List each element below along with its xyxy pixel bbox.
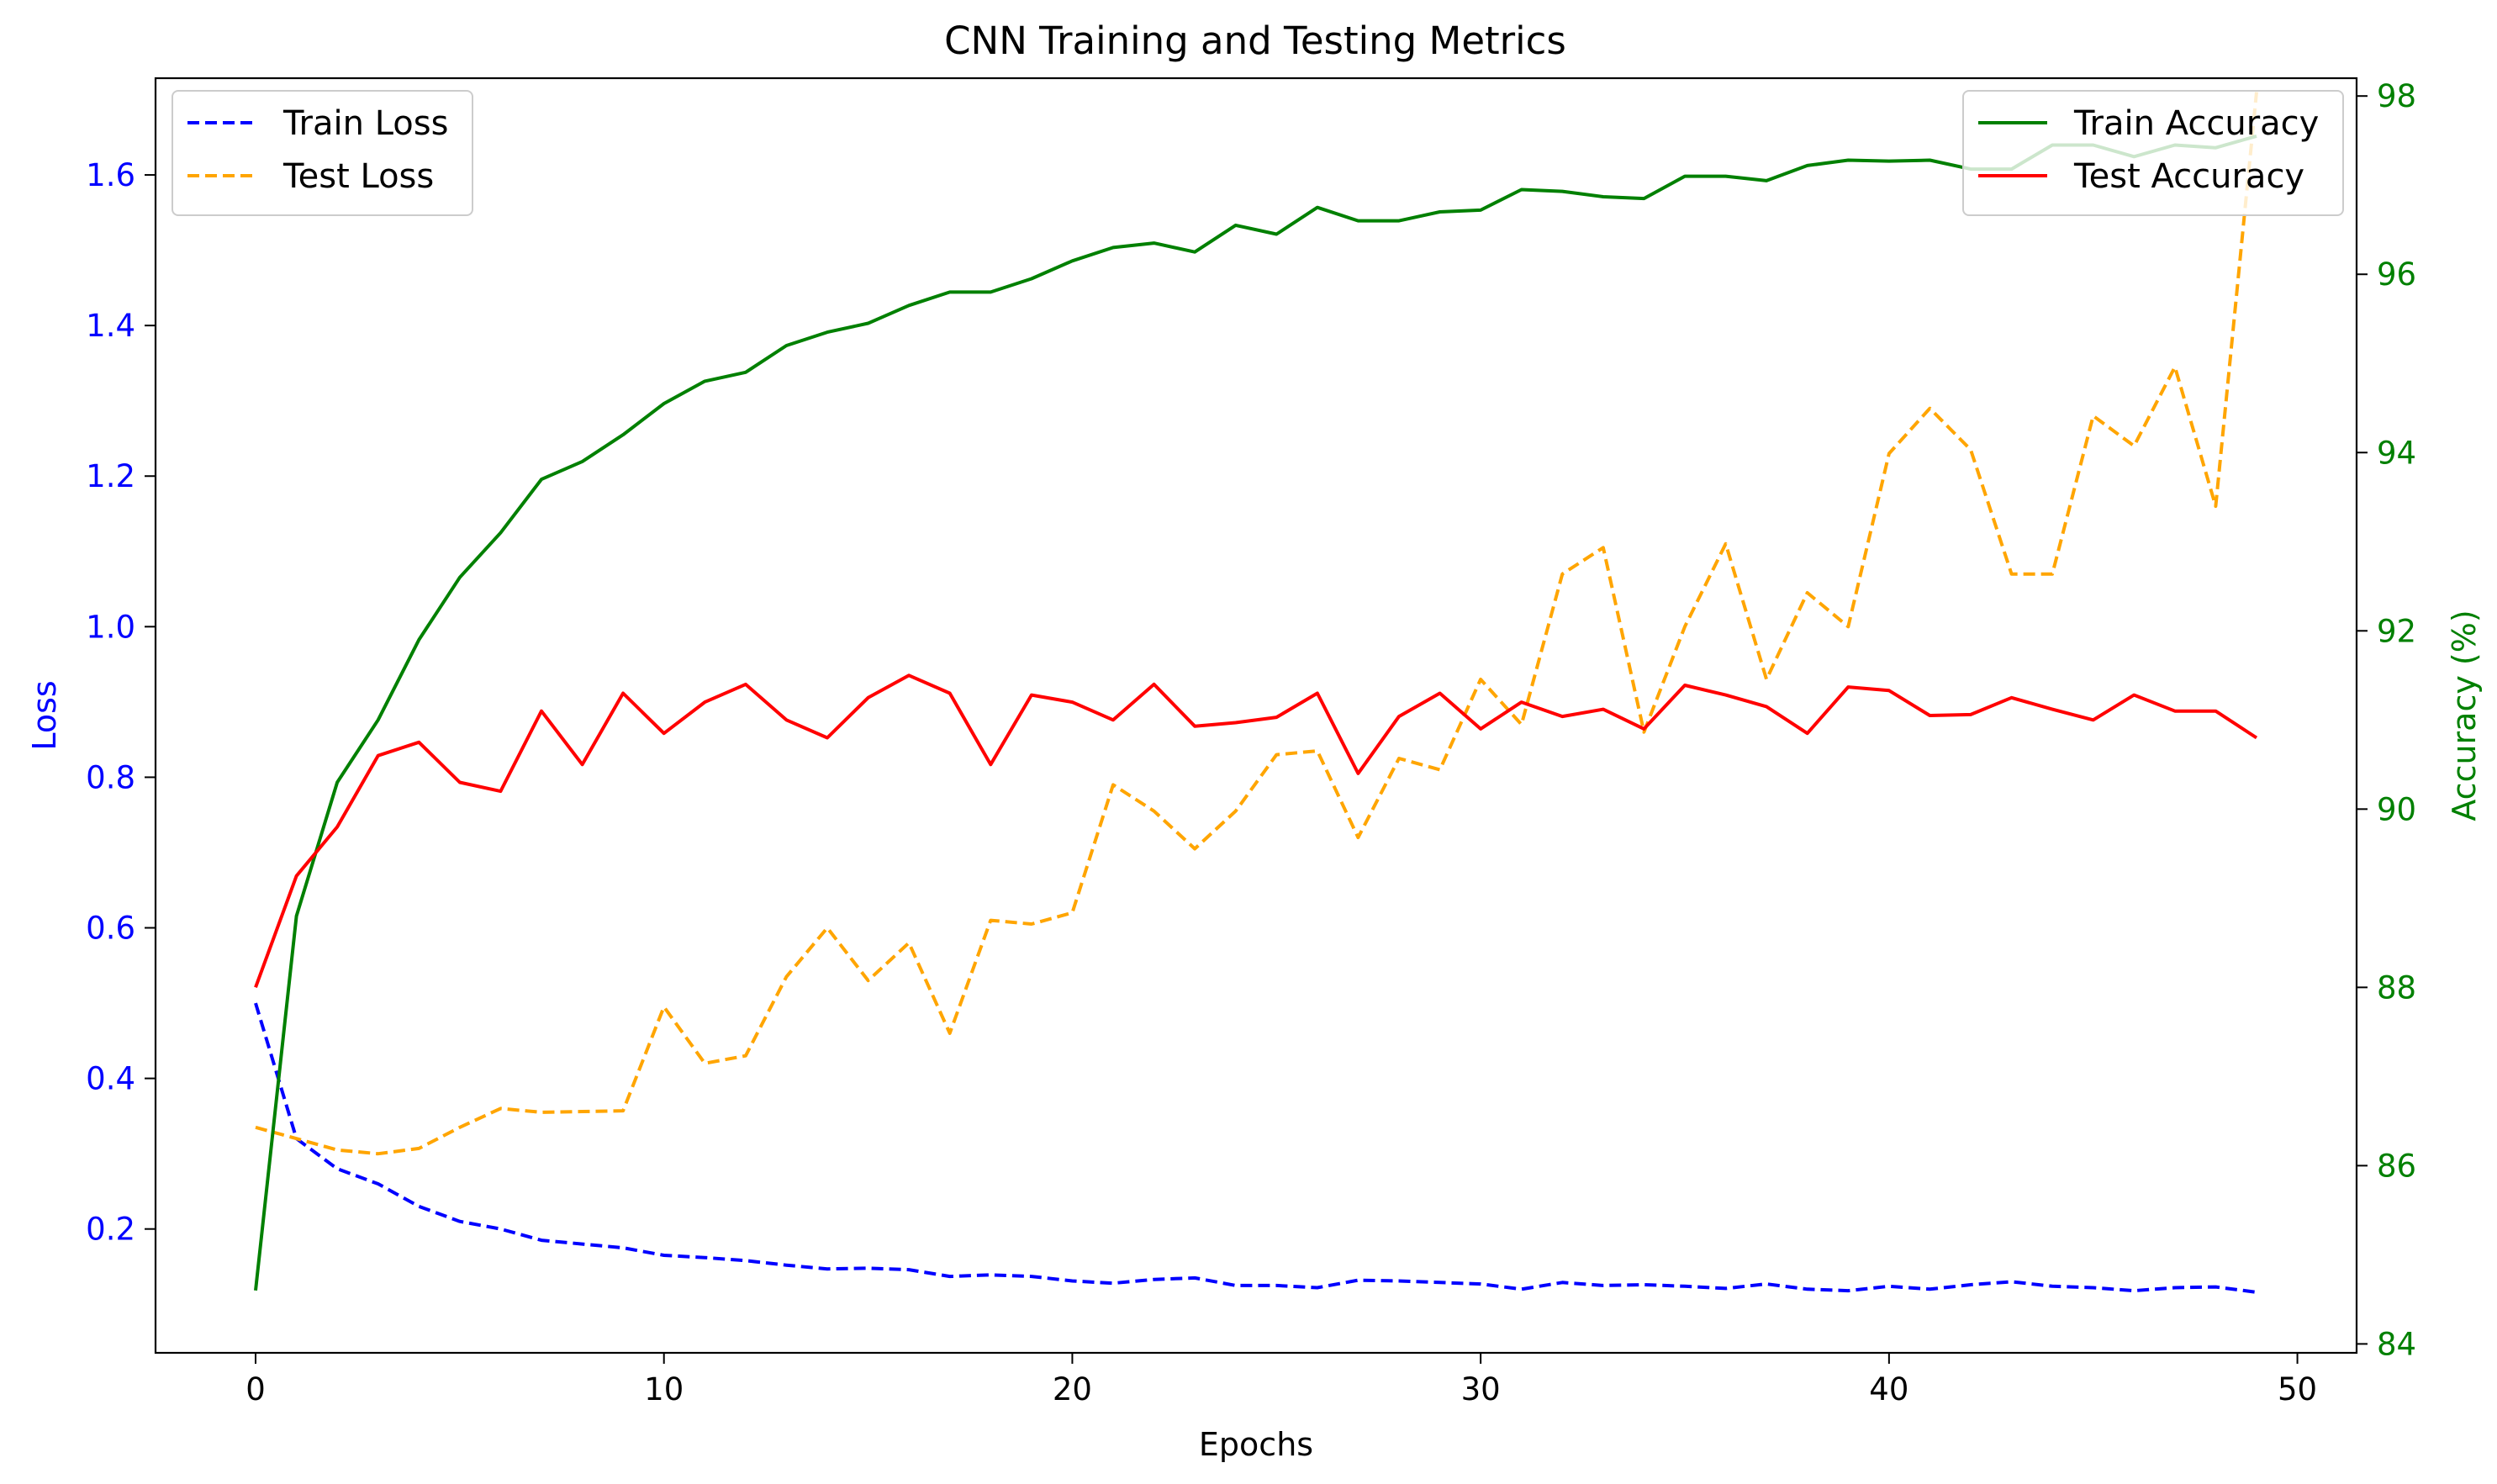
series-line-test-accuracy [254, 673, 2258, 988]
y-axis-right: 84 86 88 90 92 94 96 98 [2357, 78, 2416, 1362]
x-tick-label: 40 [1869, 1371, 1908, 1407]
legend-label: Test Loss [282, 157, 434, 196]
y-left-tick-label: 1.4 [86, 308, 135, 344]
x-axis: 0 10 20 30 40 50 [245, 1353, 2317, 1407]
y-left-tick-label: 0.2 [86, 1212, 135, 1248]
y-left-tick-label: 0.4 [86, 1061, 135, 1097]
y-right-tick-label: 88 [2377, 969, 2416, 1006]
chart-title: CNN Training and Testing Metrics [944, 18, 1566, 63]
legend-label: Train Accuracy [2073, 104, 2319, 143]
plot-lines [254, 92, 2258, 1294]
y-right-tick-label: 86 [2377, 1148, 2416, 1184]
y-right-tick-label: 92 [2377, 613, 2416, 649]
y-left-tick-label: 0.8 [86, 759, 135, 795]
legend-loss: Train Loss Test Loss [172, 90, 473, 216]
y-axis-left-label: Loss [26, 680, 63, 750]
x-tick-label: 10 [644, 1371, 684, 1407]
x-tick-label: 0 [245, 1371, 266, 1407]
legend-label: Test Accuracy [2073, 157, 2304, 196]
legend-accuracy: Train Accuracy Test Accuracy [1962, 90, 2344, 216]
y-axis-left: 0.2 0.4 0.6 0.8 1.0 1.2 1.4 1.6 [86, 157, 156, 1248]
y-axis-right-label: Accuracy (%) [2446, 610, 2483, 821]
legend-label: Train Loss [282, 104, 448, 143]
y-left-tick-label: 1.0 [86, 609, 135, 645]
y-right-tick-label: 94 [2377, 435, 2416, 471]
plot-frame [154, 77, 2358, 1355]
y-right-tick-label: 98 [2377, 78, 2416, 114]
y-left-tick-label: 0.6 [86, 911, 135, 947]
y-left-tick-label: 1.6 [86, 157, 135, 193]
x-tick-label: 30 [1461, 1371, 1501, 1407]
x-tick-label: 20 [1053, 1371, 1092, 1407]
legend-box [1962, 90, 2344, 216]
y-right-tick-label: 84 [2377, 1326, 2416, 1362]
series-line-test-loss [255, 92, 2258, 1156]
y-right-tick-label: 96 [2377, 256, 2416, 293]
x-tick-label: 50 [2278, 1371, 2317, 1407]
y-left-tick-label: 1.2 [86, 458, 135, 494]
y-right-tick-label: 90 [2377, 791, 2416, 827]
x-axis-label: Epochs [1199, 1426, 1313, 1463]
series-line-train-accuracy [254, 134, 2257, 1291]
